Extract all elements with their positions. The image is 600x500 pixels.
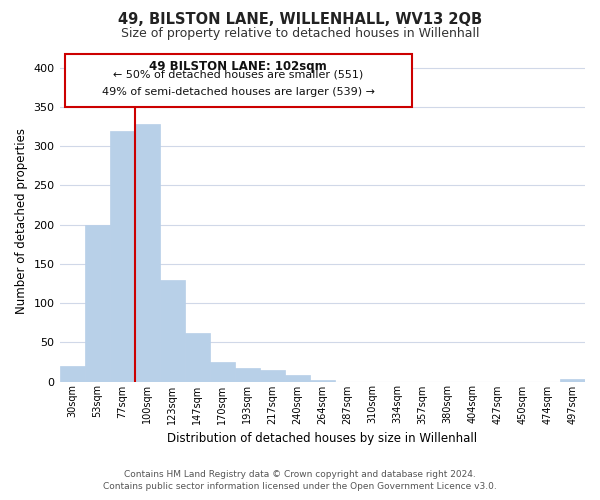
Bar xyxy=(59,366,85,382)
Text: Contains HM Land Registry data © Crown copyright and database right 2024.: Contains HM Land Registry data © Crown c… xyxy=(124,470,476,479)
Text: ← 50% of detached houses are smaller (551): ← 50% of detached houses are smaller (55… xyxy=(113,70,364,80)
Text: 49, BILSTON LANE, WILLENHALL, WV13 2QB: 49, BILSTON LANE, WILLENHALL, WV13 2QB xyxy=(118,12,482,28)
Bar xyxy=(209,362,235,382)
Bar xyxy=(260,370,285,382)
Text: Contains public sector information licensed under the Open Government Licence v3: Contains public sector information licen… xyxy=(103,482,497,491)
Y-axis label: Number of detached properties: Number of detached properties xyxy=(15,128,28,314)
Bar xyxy=(134,124,160,382)
Bar xyxy=(85,224,110,382)
Bar xyxy=(560,379,585,382)
Bar xyxy=(285,375,310,382)
X-axis label: Distribution of detached houses by size in Willenhall: Distribution of detached houses by size … xyxy=(167,432,478,445)
Text: Size of property relative to detached houses in Willenhall: Size of property relative to detached ho… xyxy=(121,28,479,40)
Text: 49 BILSTON LANE: 102sqm: 49 BILSTON LANE: 102sqm xyxy=(149,60,327,72)
Bar xyxy=(160,280,185,382)
Bar xyxy=(185,333,209,382)
Bar xyxy=(310,380,335,382)
Bar xyxy=(110,130,134,382)
Bar xyxy=(235,368,260,382)
Text: 49% of semi-detached houses are larger (539) →: 49% of semi-detached houses are larger (… xyxy=(101,87,374,97)
